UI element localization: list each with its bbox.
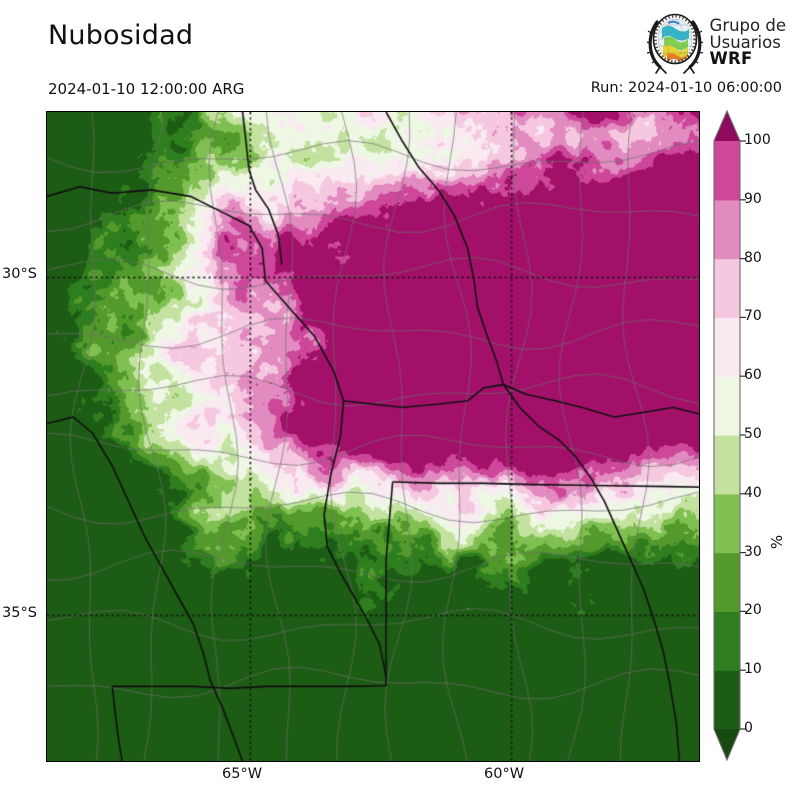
logo-line-2: Usuarios — [709, 32, 781, 52]
valid-time-label: 2024-01-10 12:00:00 ARG — [48, 80, 245, 98]
colorbar-tick-label: 70 — [744, 308, 762, 325]
colorbar-tick-label: 60 — [744, 367, 762, 384]
colorbar-gradient — [713, 109, 746, 762]
axis-label-lon-60w: 60°W — [484, 766, 525, 782]
colorbar-unit-label: % — [768, 534, 787, 550]
logo-line-1: Grupo de — [709, 15, 786, 35]
colorbar: % 0 10 20 30 40 50 60 70 80 90 100 — [708, 108, 800, 768]
colorbar-tick-label: 90 — [744, 190, 762, 207]
page-title: Nubosidad — [48, 20, 194, 51]
colorbar-tick-label: 40 — [744, 484, 762, 501]
brand-logo: Grupo de Usuarios WRF — [646, 12, 786, 74]
colorbar-tick-label: 50 — [744, 426, 762, 442]
map-plot-area[interactable] — [46, 111, 700, 762]
colorbar-tick-label: 80 — [744, 249, 762, 266]
cloudiness-field-raster — [47, 112, 699, 761]
colorbar-tick-label: 20 — [744, 602, 762, 619]
axis-label-lat-35s: 35°S — [2, 605, 37, 621]
colorbar-tick-label: 30 — [744, 543, 762, 560]
colorbar-tick-label: 10 — [744, 661, 762, 678]
logo-wordmark: Grupo de Usuarios WRF — [709, 15, 786, 69]
globe-seal-icon — [646, 13, 703, 74]
colorbar-tick-label: 100 — [744, 132, 771, 148]
colorbar-tick-label: 0 — [744, 720, 753, 736]
axis-label-lon-65w: 65°W — [222, 766, 263, 782]
logo-line-3: WRF — [709, 49, 753, 69]
run-time-label: Run: 2024-01-10 06:00:00 — [590, 80, 782, 96]
axis-label-lat-30s: 30°S — [2, 266, 37, 282]
